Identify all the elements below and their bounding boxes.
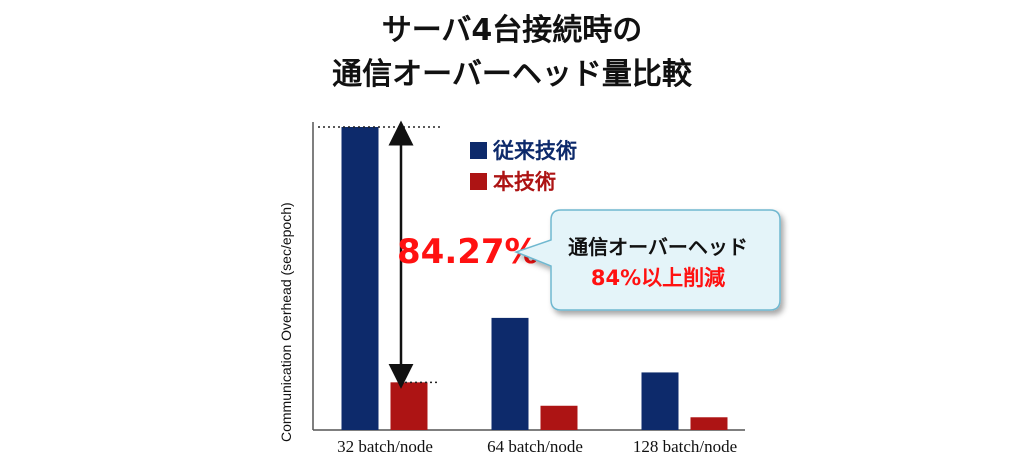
chart-title-line1: サーバ4台接続時の: [381, 13, 643, 48]
bar-conventional-1: [341, 127, 379, 430]
legend-swatch-proposed: [470, 173, 487, 190]
callout-bubble: [513, 209, 781, 311]
x-tick-label: 32 batch/node: [337, 437, 433, 456]
bar-proposed-3: [690, 417, 728, 430]
bar-proposed-1: [390, 382, 428, 430]
legend-label-conventional: 従来技術: [492, 139, 577, 163]
bar-conventional-3: [641, 372, 679, 430]
x-tick-label: 128 batch/node: [633, 437, 737, 456]
bar-conventional-2: [491, 317, 529, 430]
callout-line2: 84%以上削減: [591, 266, 725, 290]
x-tick-labels: 32 batch/node 64 batch/node 128 batch/node: [337, 437, 737, 456]
legend-swatch-conventional: [470, 142, 487, 159]
bar-proposed-2: [540, 405, 578, 430]
chart-title-line2: 通信オーバーヘッド量比較: [332, 57, 692, 92]
legend-label-proposed: 本技術: [493, 170, 556, 194]
x-tick-label: 64 batch/node: [487, 437, 583, 456]
y-axis-label: Communication Overhead (sec/epoch): [278, 202, 294, 442]
bars-group: [341, 127, 728, 430]
callout-line1: 通信オーバーヘッド: [568, 235, 748, 259]
